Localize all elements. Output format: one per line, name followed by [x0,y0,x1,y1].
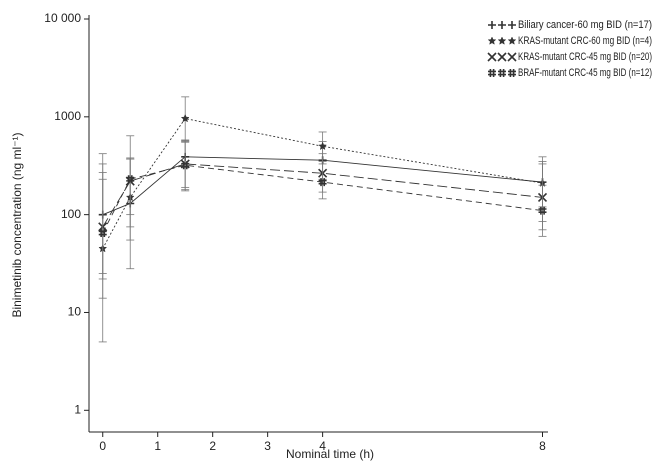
data-point [180,113,190,123]
legend-label: KRAS-mutant CRC-45 mg BID (n=20) [518,51,652,63]
legend-symbol [497,36,507,45]
x-tick-label: 4 [319,439,326,453]
x-tick-label: 8 [539,439,546,453]
legend-symbol [488,21,496,29]
data-point [538,206,547,215]
series-line [102,118,543,249]
legend-symbol [498,69,506,77]
data-point [181,161,190,170]
data-point [318,141,328,151]
legend-symbol [508,21,516,29]
y-tick-label: 10 000 [44,11,81,25]
legend-symbol [507,36,517,45]
legend-symbol [488,69,496,77]
legend-symbol [497,52,507,62]
series-line [102,164,543,234]
legend-label: Biliary cancer-60 mg BID (n=17) [518,19,652,31]
y-tick-label: 100 [61,207,81,221]
legend-label: KRAS-mutant CRC-60 mg BID (n=4) [518,35,652,47]
legend-label: BRAF-mutant CRC-45 mg BID (n=12) [518,67,652,79]
legend-symbol [487,52,497,62]
data-point [98,228,107,237]
y-axis-label: Binimetinib concentration (ng ml⁻¹) [10,132,24,317]
x-tick-label: 2 [209,439,216,453]
y-tick-label: 1 [74,402,81,416]
data-point [318,178,327,187]
x-axis-label: Nominal time (h) [286,447,374,461]
x-tick-label: 3 [264,439,271,453]
x-tick-label: 0 [99,439,106,453]
legend-symbol [507,52,517,62]
y-tick-label: 10 [68,305,82,319]
data-point [126,175,135,184]
legend-symbol [487,36,497,45]
y-tick-label: 1000 [54,109,81,123]
legend-symbol [498,21,506,29]
legend-symbol [508,69,516,77]
x-tick-label: 1 [154,439,161,453]
